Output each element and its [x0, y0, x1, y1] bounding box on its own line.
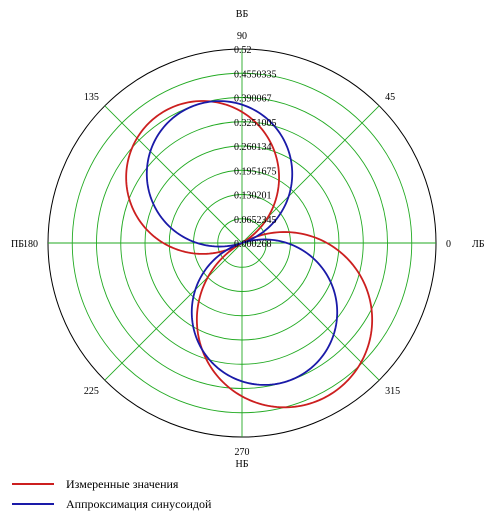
angle-tick-225: 225	[84, 386, 99, 397]
polar-grid	[47, 48, 437, 438]
angle-tick-315: 315	[385, 386, 400, 397]
legend: Измеренные значения Аппроксимация синусо…	[12, 474, 211, 514]
radial-tick-3: 0.3251005	[234, 118, 277, 129]
spoke-225	[104, 242, 243, 381]
legend-swatch-measured	[12, 483, 54, 485]
series-1-lobe-0	[145, 100, 294, 248]
angle-tick-90: 90	[237, 31, 247, 42]
series-1-lobe-1	[190, 238, 339, 386]
direction-label-right: ЛБ	[472, 239, 485, 250]
direction-label-left: ПБ	[11, 239, 24, 250]
angle-tick-0: 0	[446, 239, 451, 250]
radial-tick-5: 0.1951675	[234, 166, 277, 177]
radial-tick-7: 0.0652345	[234, 215, 277, 226]
spoke-135	[104, 105, 243, 244]
radial-tick-0: 0.52	[234, 45, 252, 56]
legend-swatch-fit	[12, 503, 54, 505]
angle-tick-45: 45	[385, 92, 395, 103]
series-0-lobe-0	[125, 100, 280, 255]
series-0-lobe-1	[195, 231, 374, 409]
legend-label-measured: Измеренные значения	[66, 476, 179, 491]
radial-tick-6: 0.130201	[234, 191, 272, 202]
radial-tick-2: 0.390067	[234, 94, 272, 105]
angle-tick-180: 180	[23, 239, 38, 250]
legend-label-fit: Аппроксимация синусоидой	[66, 496, 212, 511]
legend-item-fit: Аппроксимация синусоидой	[12, 494, 211, 514]
axis-labels: 0 45 90 135 180 225 270 315 ВБ НБ ПБ ЛБ 0.52 0.455033…	[11, 9, 485, 470]
series-group	[125, 100, 374, 409]
spoke-45	[241, 105, 380, 244]
radial-tick-4: 0.260134	[234, 142, 272, 153]
legend-item-measured: Измеренные значения	[12, 474, 211, 494]
radial-tick-1: 0.4550335	[234, 69, 277, 80]
angle-tick-135: 135	[84, 92, 99, 103]
radial-tick-8: 0.000268	[234, 239, 272, 250]
direction-label-top: ВБ	[236, 9, 249, 20]
spoke-315	[241, 242, 380, 381]
direction-label-bottom: НБ	[236, 459, 249, 470]
angle-tick-270: 270	[235, 447, 250, 458]
